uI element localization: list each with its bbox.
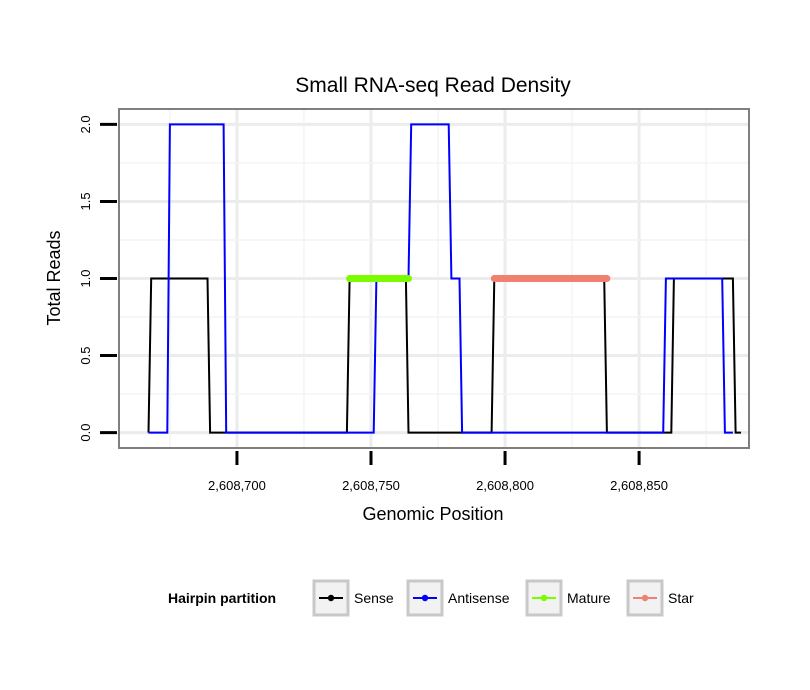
series-layer <box>147 123 741 434</box>
y-tick-label: 1.0 <box>78 269 93 287</box>
x-tick-label: 2,608,700 <box>208 478 266 493</box>
axis-layer: 2,608,700 2,608,750 2,608,800 2,608,850 0.0 0… <box>78 115 668 493</box>
plot-border <box>118 108 750 449</box>
legend-key-dot <box>641 594 649 602</box>
legend-items: Sense Antisense Mature Star <box>312 579 694 617</box>
legend-label-sense: Sense <box>354 590 394 606</box>
chart-title: Small RNA-seq Read Density <box>295 74 571 97</box>
x-tick-label: 2,608,750 <box>342 478 400 493</box>
y-tick-label: 2.0 <box>78 115 93 133</box>
y-axis-title: Total Reads <box>44 230 64 325</box>
y-tick-label: 0.5 <box>78 347 93 365</box>
legend: Hairpin partition Sense Antisense Mature St… <box>168 579 694 617</box>
legend-label-antisense: Antisense <box>448 590 510 606</box>
legend-label-mature: Mature <box>567 590 611 606</box>
legend-key-dot <box>421 594 429 602</box>
x-tick-label: 2,608,800 <box>476 478 534 493</box>
y-tick-label: 0.0 <box>78 424 93 442</box>
legend-key-dot <box>327 594 335 602</box>
legend-label-star: Star <box>668 590 694 606</box>
y-tick-label: 1.5 <box>78 192 93 210</box>
series-line-antisense <box>148 123 733 434</box>
x-tick-label: 2,608,850 <box>610 478 668 493</box>
legend-key-dot <box>540 594 548 602</box>
legend-title: Hairpin partition <box>168 590 276 606</box>
x-axis-title: Genomic Position <box>362 504 503 524</box>
